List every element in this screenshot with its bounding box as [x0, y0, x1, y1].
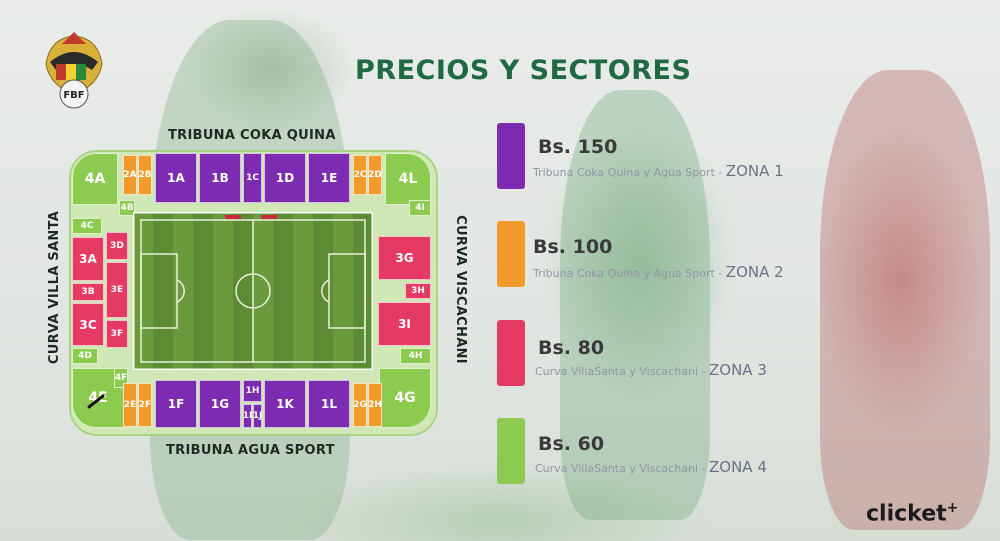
right-curve-label: CURVA VISCACHANI: [452, 215, 468, 364]
sector-3d[interactable]: 3D: [106, 232, 128, 260]
zone4-label: ZONA 4: [708, 458, 767, 476]
football-pitch: [133, 212, 373, 370]
sector-4l[interactable]: 4L: [385, 153, 431, 205]
background-player-right: [820, 70, 990, 530]
zone1-color-bar: [497, 123, 525, 189]
zone1-description: Tribuna Coka Quina y Agua Sport - ZONA 1: [533, 162, 784, 180]
sector-1k[interactable]: 1K: [264, 380, 306, 428]
sector-4h[interactable]: 4H: [400, 348, 431, 364]
sector-3h[interactable]: 3H: [405, 283, 431, 299]
sector-4i[interactable]: 4I: [409, 200, 431, 216]
sector-2c[interactable]: 2C: [353, 155, 367, 195]
background-player-middle: [560, 90, 710, 520]
sector-1a[interactable]: 1A: [155, 153, 197, 203]
sector-4a[interactable]: 4A: [72, 153, 118, 205]
sector-1j[interactable]: 1J: [253, 404, 262, 428]
zone2-price: Bs. 100: [533, 236, 613, 258]
zone4-color-bar: [497, 418, 525, 484]
sector-3e[interactable]: 3E: [106, 262, 128, 318]
top-stand-label: TRIBUNA COKA QUINA: [168, 128, 336, 143]
sector-1e[interactable]: 1E: [308, 153, 350, 203]
sector-3g[interactable]: 3G: [378, 236, 431, 280]
sector-4g[interactable]: 4G: [379, 368, 431, 428]
sector-1c[interactable]: 1C: [243, 153, 262, 203]
sector-1d[interactable]: 1D: [264, 153, 306, 203]
sector-1h[interactable]: 1H: [243, 380, 262, 402]
zone4-price: Bs. 60: [538, 433, 605, 455]
fbf-logo: FBF: [45, 32, 103, 109]
sector-2e[interactable]: 2E: [123, 383, 137, 427]
sector-3i[interactable]: 3I: [378, 302, 431, 346]
sector-2b[interactable]: 2B: [138, 155, 152, 195]
zone4-description: Curva VillaSanta y Viscachani - ZONA 4: [535, 458, 767, 476]
zone3-price: Bs. 80: [538, 337, 605, 359]
sector-1i[interactable]: 1I: [243, 404, 252, 428]
sector-4c[interactable]: 4C: [72, 218, 102, 234]
zone2-label: ZONA 2: [725, 263, 784, 281]
zone1-label: ZONA 1: [725, 162, 784, 180]
sector-3a[interactable]: 3A: [72, 237, 104, 281]
sector-2d[interactable]: 2D: [368, 155, 382, 195]
sector-1f[interactable]: 1F: [155, 380, 197, 428]
zone3-description: Curva VillaSanta y Viscachani - ZONA 3: [535, 361, 767, 379]
sector-1g[interactable]: 1G: [199, 380, 241, 428]
zone2-color-bar: [497, 221, 525, 287]
page-title: PRECIOS Y SECTORES: [355, 55, 692, 86]
sector-2h[interactable]: 2H: [368, 383, 382, 427]
zone1-price: Bs. 150: [538, 136, 618, 158]
sector-2g[interactable]: 2G: [353, 383, 367, 427]
bottom-stand-label: TRIBUNA AGUA SPORT: [166, 443, 335, 458]
sector-4b[interactable]: 4B: [119, 200, 135, 216]
sector-1b[interactable]: 1B: [199, 153, 241, 203]
sector-1l[interactable]: 1L: [308, 380, 350, 428]
sector-2f[interactable]: 2F: [138, 383, 152, 427]
left-curve-label: CURVA VILLA SANTA: [47, 210, 63, 365]
zone3-color-bar: [497, 320, 525, 386]
clicket-logo: clicket+: [866, 500, 959, 527]
sector-3b[interactable]: 3B: [72, 283, 104, 301]
sector-3f[interactable]: 3F: [106, 320, 128, 348]
sector-3c[interactable]: 3C: [72, 303, 104, 346]
sector-4d[interactable]: 4D: [72, 348, 98, 364]
zone2-description: Tribuna Coka Quina y Agua Sport - ZONA 2: [533, 263, 784, 281]
svg-text:FBF: FBF: [63, 90, 84, 101]
stadium-map: 4A 4L 4E 4G 4B 4I 4C 4D 4H 4F 2A 2B 1A 1…: [0, 0, 470, 480]
sector-2a[interactable]: 2A: [123, 155, 137, 195]
zone3-label: ZONA 3: [708, 361, 767, 379]
